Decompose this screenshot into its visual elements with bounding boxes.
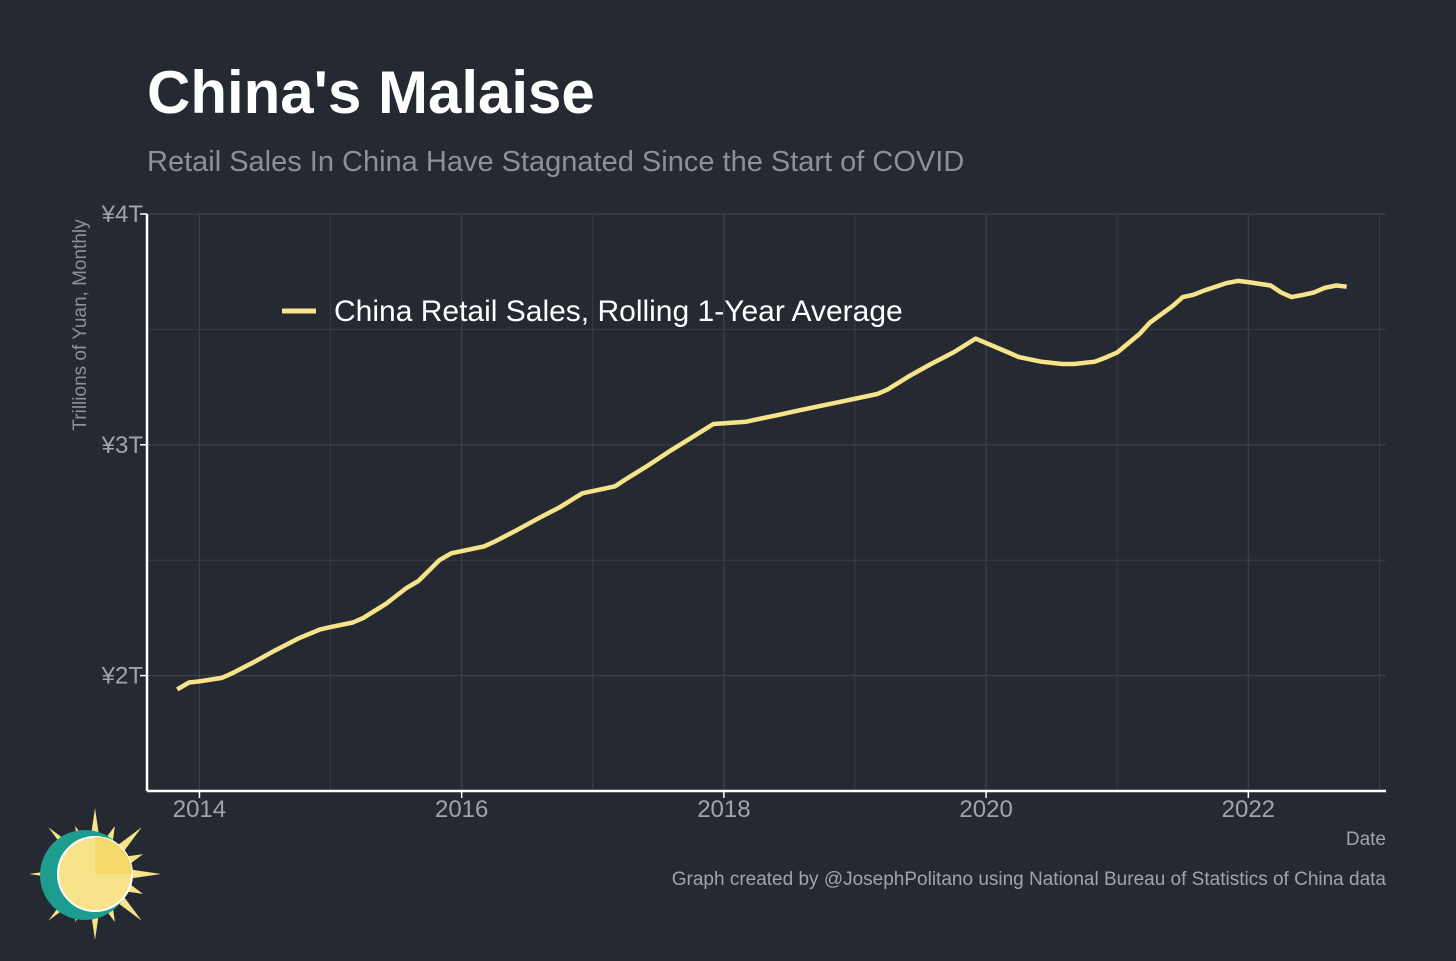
legend: China Retail Sales, Rolling 1-Year Avera… bbox=[282, 295, 903, 328]
sun-ray bbox=[128, 869, 161, 879]
x-tick-label: 2018 bbox=[697, 796, 750, 823]
chart-title: China's Malaise bbox=[147, 59, 595, 126]
x-tick-label: 2020 bbox=[959, 796, 1012, 823]
y-tick-label: ¥4T bbox=[101, 201, 144, 228]
x-axis-title: Date bbox=[1346, 829, 1386, 850]
x-tick-label: 2016 bbox=[435, 796, 488, 823]
x-tick-label: 2014 bbox=[173, 796, 226, 823]
legend-label: China Retail Sales, Rolling 1-Year Avera… bbox=[334, 295, 903, 328]
sun-ray bbox=[115, 827, 142, 854]
y-axis-title: Trillions of Yuan, Monthly bbox=[70, 219, 91, 431]
series-line bbox=[176, 278, 1347, 692]
y-tick-label: ¥2T bbox=[101, 663, 144, 690]
tick-labels: 2014 2016 2018 2020 2022 ¥2T ¥3T ¥4T bbox=[101, 201, 1275, 823]
axes bbox=[145, 214, 1386, 793]
x-tick-label: 2022 bbox=[1222, 796, 1275, 823]
chart-subtitle: Retail Sales In China Have Stagnated Sin… bbox=[147, 146, 965, 178]
sun-highlight bbox=[95, 837, 132, 874]
y-tick-label: ¥3T bbox=[101, 432, 144, 459]
series bbox=[176, 278, 1347, 692]
sun-logo-icon bbox=[30, 808, 161, 940]
source-caption: Graph created by @JosephPolitano using N… bbox=[671, 869, 1386, 890]
sun-ray bbox=[115, 894, 142, 921]
